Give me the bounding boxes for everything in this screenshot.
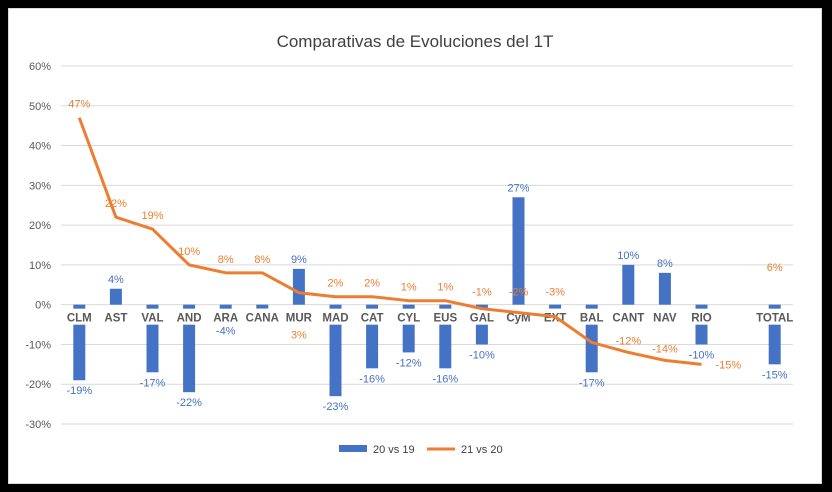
bar: [512, 197, 525, 305]
x-label-bg: [571, 308, 612, 325]
x-label-bg: [388, 308, 429, 325]
line-data-label: 6%: [767, 262, 783, 274]
bar: [292, 268, 305, 305]
bar: [658, 272, 671, 305]
bar: [256, 304, 269, 309]
line-data-label: -1%: [472, 287, 492, 299]
x-tick-label: TOTAL: [756, 313, 793, 325]
line-data-label: 2%: [364, 278, 380, 290]
line-data-label: 1%: [401, 282, 417, 294]
chart-frame: Comparativas de Evoluciones del 1T -30% -…: [8, 8, 822, 484]
x-tick-label: CLM: [67, 313, 92, 325]
x-label-bg: [461, 308, 502, 325]
bar-data-label: -15%: [762, 369, 788, 381]
combo-chart: Comparativas de Evoluciones del 1T -30% -…: [25, 32, 795, 456]
x-label-bg: [169, 308, 210, 325]
x-tick-label: CANT: [612, 313, 644, 325]
bar-data-label: -16%: [432, 373, 458, 385]
x-tick-label: VAL: [141, 313, 163, 325]
bar-data-label: 27%: [507, 182, 529, 194]
line-data-label: -3%: [545, 287, 565, 299]
bar-data-label: 10%: [617, 250, 639, 262]
y-tick-label: -10%: [25, 339, 51, 351]
line-series: [77, 117, 702, 366]
y-tick-label: 10%: [29, 260, 51, 272]
line-data-label: 1%: [437, 282, 453, 294]
legend-label-line: 21 vs 20: [461, 444, 503, 456]
line-data-label: 22%: [105, 198, 127, 210]
x-tick-label: CANA: [246, 313, 279, 325]
x-tick-label: CyM: [506, 313, 530, 325]
x-label-bg: [644, 308, 685, 325]
bar: [109, 288, 122, 305]
x-tick-label: RIO: [691, 313, 712, 325]
x-label-bg: [754, 308, 795, 325]
line-data-label: 47%: [68, 99, 90, 111]
bar: [183, 304, 196, 393]
line-data-label: 8%: [218, 254, 234, 266]
bar-data-label: 8%: [657, 258, 673, 270]
line-data-label: -12%: [615, 335, 641, 347]
x-tick-label: NAV: [653, 313, 677, 325]
y-tick-label: -30%: [25, 419, 51, 431]
x-tick-label: AST: [104, 313, 127, 325]
x-label-bg: [352, 308, 393, 325]
x-tick-label: BAL: [580, 313, 604, 325]
x-tick-label: MAD: [322, 313, 348, 325]
line-data-label: -14%: [652, 343, 678, 355]
x-tick-label: MUR: [286, 313, 313, 325]
bar: [549, 304, 562, 309]
x-tick-label: GAL: [470, 313, 494, 325]
legend-label-bars: 20 vs 19: [373, 444, 415, 456]
x-label-bg: [608, 308, 649, 325]
x-tick-label: CAT: [361, 313, 384, 325]
line-data-label: 8%: [254, 254, 270, 266]
bar-data-label: -16%: [359, 373, 385, 385]
y-tick-label: 50%: [29, 101, 51, 113]
bar-data-label: 4%: [108, 274, 124, 286]
chart-title: Comparativas de Evoluciones del 1T: [277, 32, 554, 51]
bar-data-label: 9%: [291, 254, 307, 266]
bar: [622, 264, 635, 305]
bar-data-label: -12%: [396, 357, 422, 369]
x-tick-label: ARA: [213, 313, 238, 325]
bar-data-label: -10%: [689, 349, 715, 361]
y-tick-label: 20%: [29, 220, 51, 232]
x-label-bg: [681, 308, 722, 325]
x-label-bg: [132, 308, 173, 325]
y-tick-label: 0%: [35, 300, 51, 312]
y-tick-label: -20%: [25, 379, 51, 391]
bar-data-label: -19%: [66, 385, 92, 397]
y-tick-label: 60%: [29, 61, 51, 73]
bar-data-label: -10%: [469, 349, 495, 361]
bar: [329, 304, 342, 397]
x-label-bg: [242, 308, 283, 325]
x-label-bg: [95, 308, 136, 325]
legend-swatch-bars: [339, 445, 367, 452]
x-label-bg: [59, 308, 100, 325]
bar-data-label: -23%: [323, 401, 349, 413]
legend: 20 vs 19 21 vs 20: [339, 444, 503, 456]
x-label-bg: [315, 308, 356, 325]
y-tick-label: 40%: [29, 141, 51, 153]
x-label-bg: [425, 308, 466, 325]
bar-data-label: -4%: [216, 326, 236, 338]
line-data-label: 10%: [178, 246, 200, 258]
line-data-label: -15%: [716, 359, 742, 371]
line-data-label: 2%: [328, 278, 344, 290]
x-tick-label: AND: [177, 313, 202, 325]
x-tick-label: CYL: [397, 313, 420, 325]
x-tick-label: EUS: [433, 313, 457, 325]
line-data-label: 3%: [291, 330, 307, 342]
x-label-bg: [205, 308, 246, 325]
line-data-label: -2%: [509, 287, 529, 299]
bar-data-label: -22%: [176, 397, 202, 409]
bar-data-label: -17%: [140, 377, 166, 389]
bar-data-label: -17%: [579, 377, 605, 389]
x-label-bg: [278, 308, 319, 325]
line-data-label: 19%: [141, 210, 163, 222]
y-tick-label: 30%: [29, 180, 51, 192]
